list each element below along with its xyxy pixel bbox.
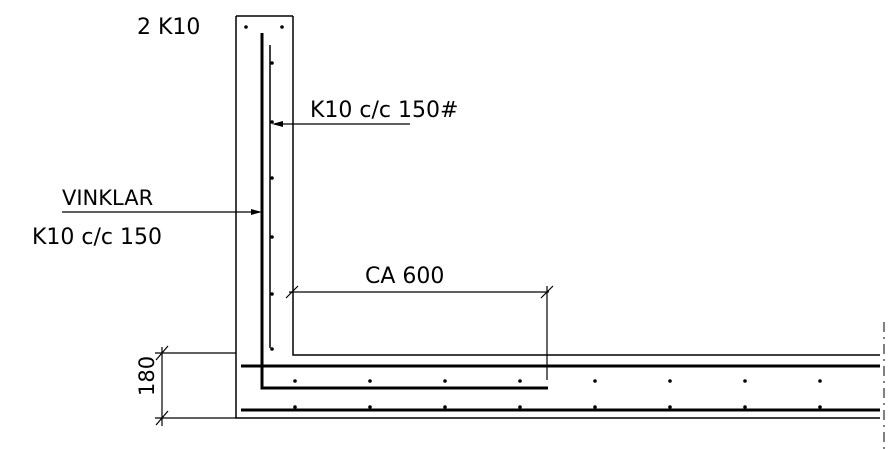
wall-bars-arrow bbox=[272, 121, 283, 127]
wall-outer-face bbox=[235, 16, 880, 419]
wall-bar-dot bbox=[270, 347, 274, 351]
wall-hook-bar bbox=[260, 33, 548, 390]
wall-bar-dot bbox=[270, 61, 274, 65]
slab-top-dot bbox=[593, 379, 597, 383]
slab-bottom-dot bbox=[368, 405, 372, 409]
wall-inner-face bbox=[292, 16, 880, 356]
top-bar-dot bbox=[244, 25, 248, 29]
stirrups-arrow bbox=[251, 209, 262, 215]
lap-length-label: CA 600 bbox=[365, 264, 444, 289]
thickness-tick bbox=[155, 410, 169, 426]
wall-bar-dot bbox=[270, 176, 274, 180]
wall-bars-label: K10 c/c 150# bbox=[310, 98, 458, 123]
lap-dim-tick bbox=[285, 285, 299, 299]
slab-top-dot bbox=[743, 379, 747, 383]
top-bars-label: 2 K10 bbox=[137, 15, 200, 40]
slab-top-dot bbox=[668, 379, 672, 383]
slab-thickness-dimension bbox=[155, 345, 236, 426]
slab-bottom-dot bbox=[593, 405, 597, 409]
lap-dimension bbox=[285, 285, 554, 380]
slab-bottom-dot bbox=[518, 405, 522, 409]
slab-top-dot bbox=[293, 379, 297, 383]
stirrups-title: VINKLAR bbox=[62, 186, 153, 210]
reinforcement-bars bbox=[241, 33, 880, 412]
concrete-outline bbox=[235, 15, 880, 419]
stirrups-spec: K10 c/c 150 bbox=[32, 225, 162, 250]
slab-bottom-dot bbox=[818, 405, 822, 409]
wall-bar-dot bbox=[270, 120, 274, 124]
wall-bar-dot bbox=[270, 292, 274, 296]
slab-thickness-label: 180 bbox=[135, 356, 159, 396]
slab-top-dot bbox=[518, 379, 522, 383]
slab-bottom-dot bbox=[293, 405, 297, 409]
slab-top-dot bbox=[443, 379, 447, 383]
leaders bbox=[62, 121, 410, 215]
slab-top-dot bbox=[818, 379, 822, 383]
wall-bar-dot bbox=[270, 235, 274, 239]
slab-top-dot bbox=[368, 379, 372, 383]
slab-bottom-dot bbox=[743, 405, 747, 409]
slab-bottom-dot bbox=[443, 405, 447, 409]
rebar-dots bbox=[244, 25, 822, 409]
top-bar-dot bbox=[280, 25, 284, 29]
thickness-tick bbox=[155, 345, 169, 361]
slab-bottom-dot bbox=[668, 405, 672, 409]
